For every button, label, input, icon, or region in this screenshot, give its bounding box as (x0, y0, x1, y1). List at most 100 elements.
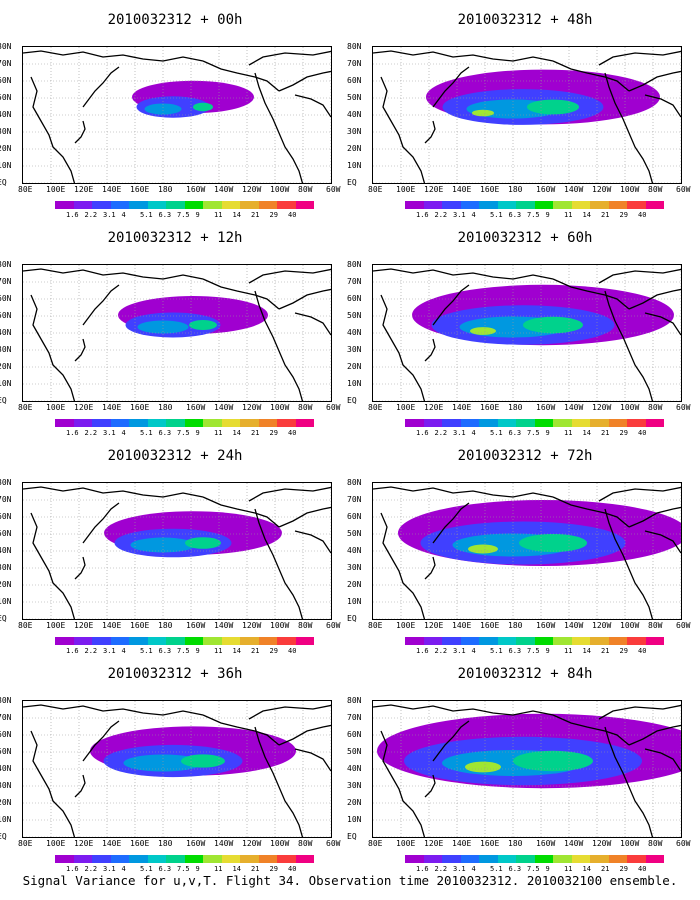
colorbar-swatch (258, 855, 277, 863)
colorbar-label: 40 (638, 647, 647, 655)
colorbar-label: 40 (288, 211, 297, 219)
colorbar (405, 637, 664, 645)
colorbar-label: 4 (471, 647, 476, 655)
colorbar-label: 7.5 (177, 211, 190, 219)
latitude-label: 20N (347, 580, 362, 589)
latitude-label: 50N (0, 529, 12, 538)
longitude-label: 60W (326, 839, 341, 848)
longitude-label: 100W (270, 839, 290, 848)
longitude-label: 120E (424, 839, 444, 848)
colorbar-swatch (479, 201, 498, 209)
longitude-label: 80W (648, 403, 663, 412)
coastline (552, 60, 630, 92)
coastline (644, 530, 681, 554)
variance-region (130, 537, 196, 553)
colorbar-label: 9 (195, 211, 200, 219)
coastline (628, 506, 681, 528)
forecast-panel: 2010032312 + 48h 80N 70N 60N 50N 40N 30N 20N 10N… (347, 5, 700, 220)
colorbar-label: 14 (582, 647, 591, 655)
latitude-label: 50N (347, 311, 362, 320)
colorbar (405, 201, 664, 209)
colorbar-swatch (73, 855, 92, 863)
longitude-label: 140E (452, 403, 472, 412)
coastline (82, 284, 120, 326)
colorbar-swatch (166, 201, 185, 209)
colorbar-label: 1.6 (416, 429, 429, 437)
colorbar-label: 5.1 (490, 211, 503, 219)
colorbar-swatch (534, 855, 553, 863)
longitude-label: 80W (298, 621, 313, 630)
colorbar-label: 6.3 (158, 429, 172, 437)
colorbar-swatch (129, 419, 148, 427)
colorbar-label: 6.3 (158, 647, 172, 655)
colorbar-swatch (129, 637, 148, 645)
latitude-label: 40N (347, 110, 362, 119)
variance-region (465, 761, 501, 773)
colorbar-label: 3.1 (453, 865, 466, 873)
colorbar-label: 2.2 (84, 429, 98, 437)
longitude-label: 160W (536, 621, 556, 630)
variance-region (144, 103, 182, 115)
colorbar-label: 6.3 (158, 865, 172, 873)
colorbar-swatch (166, 419, 185, 427)
coastline (23, 704, 204, 716)
coastline (424, 774, 436, 798)
colorbar-swatch (258, 637, 277, 645)
latitude-label: 80N (347, 696, 362, 705)
variance-region (181, 754, 225, 768)
colorbar-label: 21 (601, 211, 610, 219)
figure-caption: Signal Variance for u,v,T. Flight 34. Ob… (22, 873, 678, 888)
variance-region (519, 534, 587, 552)
colorbar-label: 3.1 (453, 647, 466, 655)
variance-region (513, 750, 593, 772)
colorbar-swatch (277, 637, 296, 645)
colorbar-label: 9 (545, 211, 550, 219)
forecast-panel: 2010032312 + 84h 80N 70N 60N 50N 40N 30N 20N 10N… (347, 659, 700, 874)
longitude-label: 120W (242, 403, 262, 412)
latitude-label: 30N (0, 563, 12, 572)
colorbar-label: 5.1 (140, 211, 153, 219)
variance-region (468, 544, 498, 554)
colorbar-label: 40 (638, 865, 647, 873)
colorbar-label: 29 (619, 865, 628, 873)
longitude-label: 60W (326, 621, 341, 630)
colorbar-label: 21 (601, 429, 610, 437)
longitude-label: 120W (592, 839, 612, 848)
coastline (552, 278, 630, 310)
latitude-label: 20N (0, 580, 12, 589)
longitude-label: 100E (396, 621, 416, 630)
coastline (432, 284, 470, 326)
colorbar-label: 11 (564, 865, 573, 873)
variance-map (372, 264, 682, 402)
panel-title: 2010032312 + 48h (457, 12, 593, 28)
longitude-label: 180 (508, 185, 523, 194)
latitude-label: 80N (0, 42, 12, 51)
coastline (294, 94, 331, 118)
coastline (424, 120, 436, 144)
coastline (248, 268, 331, 284)
colorbar-swatch (73, 637, 92, 645)
colorbar-label: 7.5 (177, 429, 190, 437)
longitude-label: 160W (186, 403, 206, 412)
variance-region (472, 109, 494, 117)
colorbar-swatch (55, 637, 74, 645)
variance-region (523, 316, 583, 334)
colorbar-label: 2.2 (84, 211, 98, 219)
longitude-label: 140W (564, 185, 584, 194)
coastline (248, 50, 331, 66)
colorbar-label: 21 (251, 429, 260, 437)
latitude-label: 10N (347, 379, 362, 388)
latitude-label: 70N (0, 277, 12, 286)
colorbar-swatch (295, 419, 314, 427)
latitude-label: 50N (347, 93, 362, 102)
longitude-label: 160W (186, 621, 206, 630)
coastline (380, 76, 426, 183)
longitude-label: 140E (102, 185, 122, 194)
latitude-label: EQ (347, 614, 357, 623)
longitude-label: 60W (676, 621, 691, 630)
latitude-label: 80N (0, 696, 12, 705)
latitude-label: 60N (0, 512, 12, 521)
variance-map (372, 46, 682, 184)
colorbar-swatch (442, 201, 461, 209)
coastline (294, 312, 331, 336)
